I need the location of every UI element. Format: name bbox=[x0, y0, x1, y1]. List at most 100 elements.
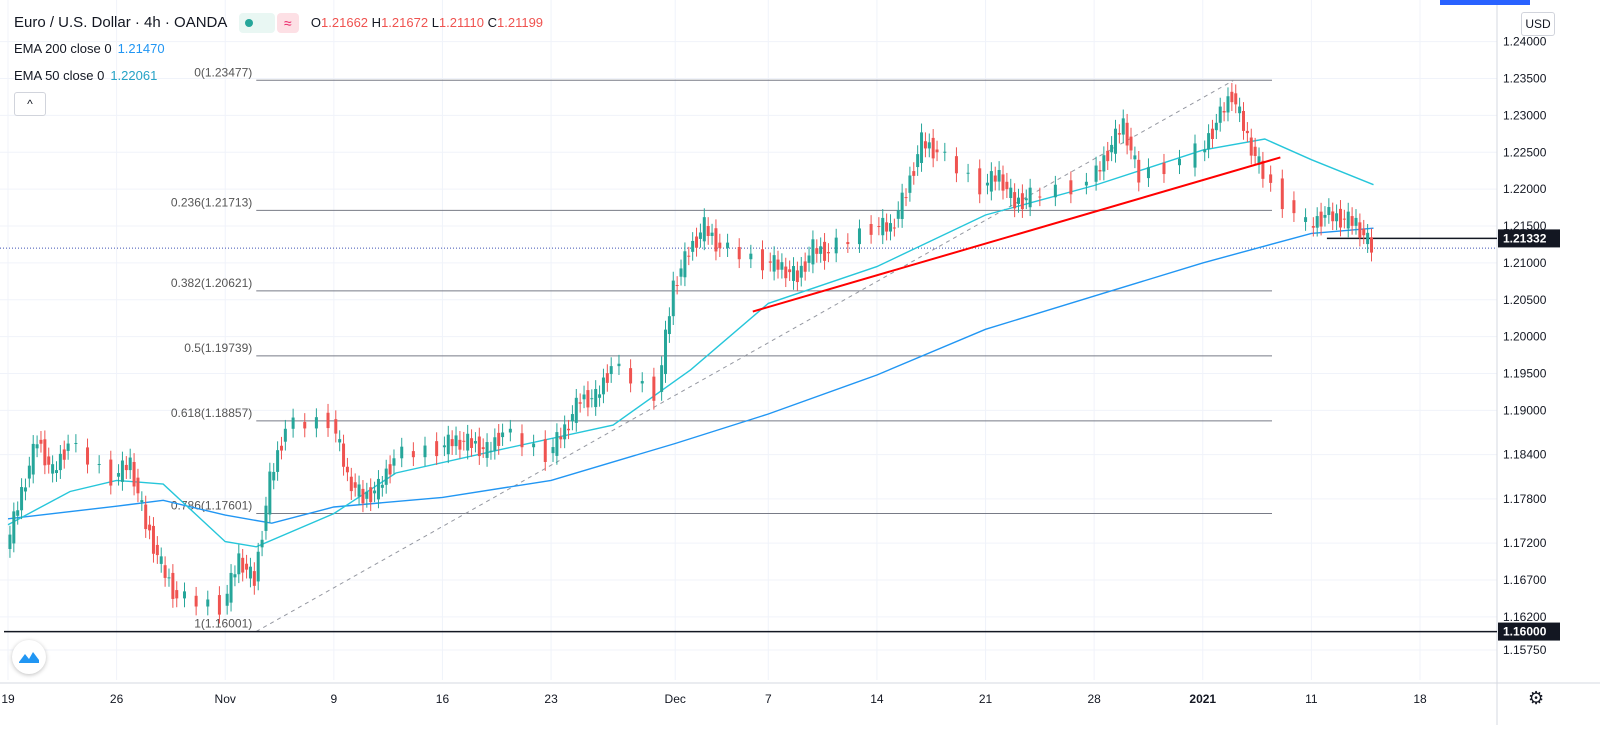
y-tick-label: 1.16700 bbox=[1503, 573, 1547, 587]
candle-body bbox=[1106, 150, 1110, 162]
candle-body bbox=[1319, 211, 1323, 227]
x-tick-label: 23 bbox=[544, 692, 558, 706]
candle-body bbox=[1242, 110, 1245, 131]
candle-body bbox=[912, 171, 916, 176]
candle-body bbox=[1113, 128, 1117, 154]
candle-body bbox=[23, 487, 27, 492]
candle-body bbox=[376, 478, 380, 500]
candle-body bbox=[935, 149, 939, 153]
candle-body bbox=[1335, 213, 1339, 222]
x-tick-label: 2021 bbox=[1189, 692, 1216, 706]
candle-body bbox=[373, 490, 377, 494]
candle-body bbox=[1257, 156, 1261, 165]
candle-body bbox=[1001, 174, 1005, 191]
x-tick-label: 16 bbox=[436, 692, 450, 706]
candle-body bbox=[590, 398, 594, 400]
candle-body bbox=[1315, 216, 1319, 228]
ema-lines bbox=[7, 138, 1374, 548]
candle-body bbox=[140, 500, 144, 503]
candle-body bbox=[450, 439, 454, 447]
candle-body bbox=[582, 394, 586, 400]
candle-body bbox=[993, 175, 997, 182]
tradingview-logo-icon[interactable] bbox=[12, 640, 46, 674]
candle-body bbox=[1366, 232, 1370, 245]
symbol-title: Euro / U.S. Dollar · 4h · OANDA bbox=[14, 13, 227, 31]
candle-body bbox=[1094, 165, 1098, 182]
candle-body bbox=[601, 377, 605, 395]
candle-body bbox=[1207, 133, 1211, 150]
candle-body bbox=[570, 414, 574, 422]
candle-body bbox=[97, 464, 101, 466]
x-tick-label: Nov bbox=[215, 692, 236, 706]
candle-body bbox=[477, 436, 481, 457]
candle-body bbox=[51, 464, 55, 474]
candle-body bbox=[183, 591, 186, 599]
candle-body bbox=[1069, 180, 1073, 195]
fib-level-label: 0.382(1.20621) bbox=[171, 276, 252, 290]
candle-body bbox=[1218, 106, 1222, 123]
candle-body bbox=[640, 381, 644, 384]
candle-body bbox=[931, 137, 935, 159]
candle-body bbox=[706, 226, 710, 236]
collapse-legend-button[interactable]: ^ bbox=[14, 92, 46, 116]
candle-body bbox=[900, 192, 904, 220]
indicator-ema50[interactable]: EMA 50 close 0 1.22061 bbox=[14, 68, 157, 83]
candle-body bbox=[772, 255, 776, 272]
fib-level-label: 0.618(1.18857) bbox=[171, 406, 252, 420]
y-tick-label: 1.18400 bbox=[1503, 448, 1547, 462]
candle-body bbox=[291, 417, 295, 429]
candle-body bbox=[128, 457, 132, 471]
x-tick-label: Dec bbox=[665, 692, 686, 706]
candle-body bbox=[16, 510, 20, 516]
candle-body bbox=[691, 240, 695, 252]
ema200-value: 1.21470 bbox=[117, 41, 165, 56]
candle-body bbox=[175, 590, 179, 599]
candle-body bbox=[1028, 187, 1032, 208]
candle-body bbox=[392, 458, 396, 466]
candle-body bbox=[1084, 181, 1088, 186]
candle-body bbox=[501, 432, 505, 438]
candle-body bbox=[31, 443, 35, 475]
close-value: 1.21199 bbox=[497, 14, 544, 30]
candle-body bbox=[1253, 146, 1257, 156]
candle-body bbox=[148, 524, 152, 531]
support-lines bbox=[0, 237, 1497, 633]
candle-body bbox=[811, 239, 815, 265]
indicator-ema200[interactable]: EMA 200 close 0 1.21470 bbox=[14, 41, 165, 56]
candle-body bbox=[780, 262, 784, 270]
candle-body bbox=[698, 232, 702, 239]
candle-body bbox=[896, 210, 900, 219]
candle-body bbox=[1342, 218, 1346, 220]
x-tick-label: 9 bbox=[331, 692, 338, 706]
currency-button[interactable]: USD bbox=[1521, 12, 1555, 36]
candle-body bbox=[12, 511, 16, 544]
candle-body bbox=[908, 175, 912, 193]
candle-body bbox=[349, 476, 353, 492]
candle-body bbox=[807, 255, 811, 263]
candle-body bbox=[1323, 214, 1327, 218]
candle-body bbox=[400, 446, 404, 459]
candle-body bbox=[1350, 216, 1354, 226]
candle-body bbox=[442, 445, 446, 448]
candle-body bbox=[1362, 228, 1366, 236]
candle-body bbox=[39, 439, 43, 444]
x-tick-label: 19 bbox=[1, 692, 15, 706]
candle-body bbox=[799, 265, 803, 278]
candle-body bbox=[737, 247, 741, 260]
candle-body bbox=[248, 566, 252, 579]
candle-body bbox=[768, 261, 772, 263]
gear-icon[interactable]: ⚙ bbox=[1528, 688, 1545, 708]
candle-body bbox=[776, 259, 780, 270]
candle-body bbox=[1338, 208, 1342, 228]
x-tick-label: 18 bbox=[1413, 692, 1427, 706]
candle-body bbox=[470, 438, 474, 448]
candle-body bbox=[27, 465, 31, 479]
candle-body bbox=[543, 439, 547, 462]
y-tick-label: 1.16200 bbox=[1503, 610, 1547, 624]
candle-body bbox=[823, 241, 827, 261]
candle-body bbox=[532, 443, 536, 448]
candle-body bbox=[1226, 96, 1230, 113]
candle-body bbox=[264, 505, 268, 531]
